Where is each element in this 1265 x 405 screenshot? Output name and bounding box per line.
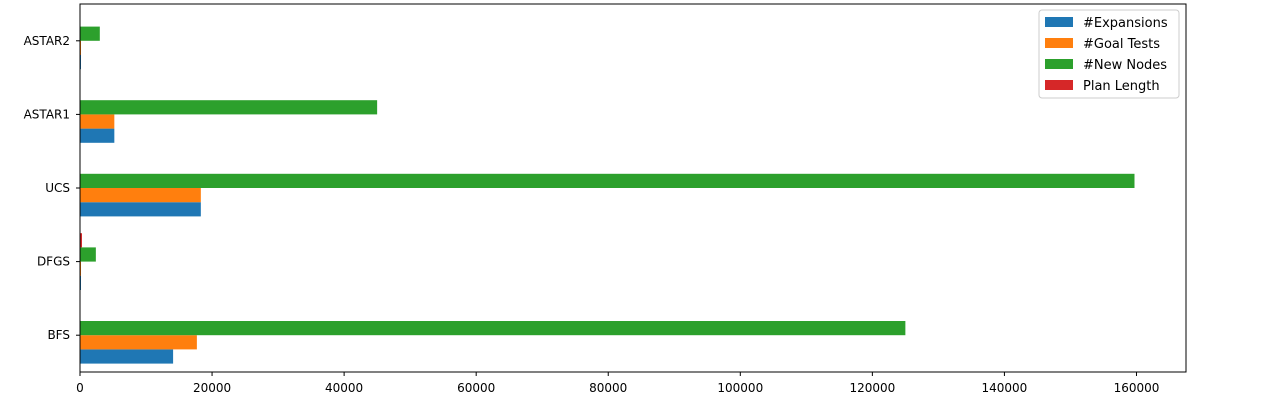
legend-label: #Expansions (1083, 16, 1168, 31)
x-tick-label: 20000 (193, 381, 231, 395)
x-tick-label: 80000 (589, 381, 627, 395)
x-tick-label: 120000 (849, 381, 895, 395)
bar-bfs-goal-tests (80, 335, 197, 350)
bar-dfgs-new-nodes (80, 247, 96, 262)
x-tick-label: 0 (76, 381, 84, 395)
legend-label: #Goal Tests (1083, 37, 1160, 52)
y-tick-label: BFS (47, 328, 70, 342)
legend-label: #New Nodes (1083, 58, 1167, 73)
bar-bfs-new-nodes (80, 321, 906, 336)
legend-box (1038, 9, 1180, 99)
legend: #Expansions #Goal Tests #New Nodes Plan Len… (1038, 9, 1180, 99)
bar-bfs-expansions (80, 349, 174, 364)
bar-astar1-new-nodes (80, 100, 378, 115)
legend-swatch (1045, 17, 1073, 27)
bar-astar2-new-nodes (80, 26, 100, 41)
x-tick-label: 40000 (325, 381, 363, 395)
y-tick-label: UCS (45, 181, 70, 195)
bar-dfgs-plan-length (80, 233, 82, 248)
bars-group (80, 12, 1135, 364)
x-tick-label: 100000 (717, 381, 763, 395)
bar-astar1-goal-tests (80, 114, 115, 129)
bar-ucs-goal-tests (80, 188, 201, 203)
legend-label: Plan Length (1083, 79, 1160, 94)
bar-astar1-expansions (80, 128, 115, 143)
x-tick-label: 60000 (457, 381, 495, 395)
bar-ucs-new-nodes (80, 173, 1135, 188)
y-axis: BFS DFGS UCS ASTAR1 ASTAR2 (24, 34, 80, 342)
legend-swatch (1045, 38, 1073, 48)
y-tick-label: ASTAR1 (24, 107, 70, 121)
bar-ucs-expansions (80, 202, 201, 217)
x-axis: 0 20000 40000 60000 80000 100000 120000 140000 1… (76, 372, 1159, 395)
y-tick-label: DFGS (37, 255, 70, 269)
x-tick-label: 140000 (982, 381, 1028, 395)
x-tick-label: 160000 (1114, 381, 1160, 395)
legend-swatch (1045, 59, 1073, 69)
legend-swatch (1045, 80, 1073, 90)
y-tick-label: ASTAR2 (24, 34, 70, 48)
